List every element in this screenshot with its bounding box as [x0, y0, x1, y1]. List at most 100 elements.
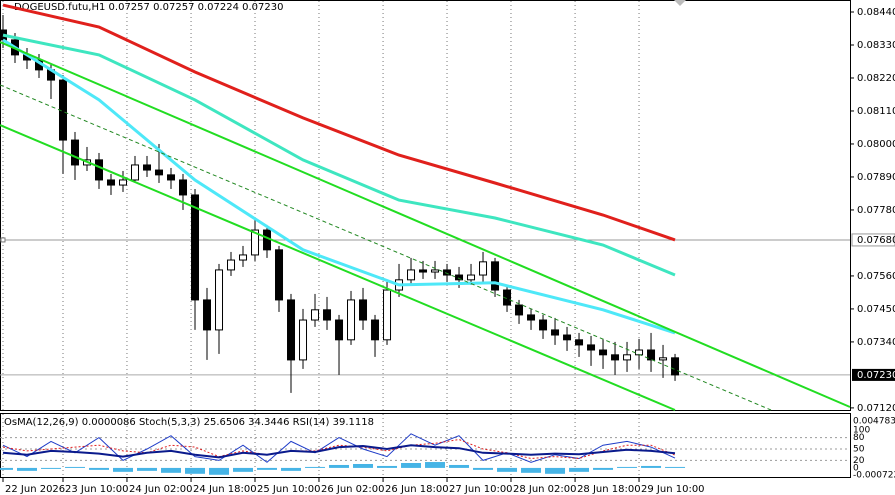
line-series [0, 84, 772, 411]
candle-body [479, 261, 488, 276]
candle-body [227, 259, 236, 271]
candle-body [167, 174, 176, 181]
y-tick-label: 80 [853, 433, 865, 443]
candle-body [143, 164, 152, 171]
osma-bar [473, 467, 494, 470]
osma-bar [281, 467, 302, 471]
candle-body [95, 159, 104, 181]
indicator-label: OsMA(12,26,9) 0.0000086 Stoch(5,3,3) 25.… [4, 417, 374, 428]
y-tick-label: 50 [853, 445, 865, 455]
osma-bar [65, 466, 86, 468]
x-tick-label: 22 Jun 2026 [5, 484, 65, 495]
candle-body [311, 309, 320, 321]
x-tick-label: 28 Jun 18:00 [577, 484, 641, 495]
candle-body [335, 319, 344, 341]
indicator-line [2, 433, 676, 463]
line-handle [0, 237, 6, 243]
candle-body [551, 329, 560, 336]
candle-body [359, 299, 368, 321]
candle-body [71, 139, 80, 166]
x-tick-label: 29 Jun 10:00 [641, 484, 705, 495]
candle-body [659, 357, 668, 361]
osma-bar [449, 464, 470, 468]
y-tick-label: 0.08330 [857, 40, 895, 51]
candle-body [419, 269, 428, 273]
candle-body [191, 194, 200, 301]
osma-bar [0, 467, 14, 470]
candle-body [515, 304, 524, 316]
osma-bar [257, 467, 278, 470]
y-tick-label: 0.08220 [857, 73, 895, 84]
x-tick-label: 28 Jun 02:00 [513, 484, 577, 495]
candle-body [215, 269, 224, 331]
candle-body [371, 319, 380, 341]
osma-bar [41, 467, 62, 469]
x-tick-label: 24 Jun 02:00 [129, 484, 193, 495]
osma-bar [233, 467, 254, 472]
last-price-bg [852, 368, 895, 381]
candle-body [599, 349, 608, 356]
candle-body [239, 254, 248, 261]
candle-body [623, 354, 632, 361]
osma-bar [329, 464, 350, 468]
hline-label: 0.07680 [857, 235, 895, 246]
candle-body [347, 299, 356, 341]
candle-body [539, 319, 548, 331]
x-tick-label: 27 Jun 10:00 [449, 484, 513, 495]
candle-body [575, 339, 584, 346]
y-tick-label: 0.08440 [857, 7, 895, 18]
x-tick-label: 25 Jun 10:00 [257, 484, 321, 495]
osma-bar [89, 467, 110, 470]
indicator-line [2, 444, 676, 459]
candle-body [407, 269, 416, 281]
osma-bar [377, 465, 398, 468]
y-tick-label: 0.07780 [857, 205, 895, 216]
line-series [2, 33, 676, 277]
osma-bar [569, 467, 590, 472]
candle-body [323, 309, 332, 321]
indicator-frame [0, 413, 851, 478]
x-tick-label: 26 Jun 18:00 [385, 484, 449, 495]
candle-body [107, 179, 116, 186]
line-series [0, 124, 676, 411]
line-series [2, 38, 676, 335]
candle-body [251, 229, 260, 256]
osma-bar [641, 465, 662, 468]
y-tick-label: 100 [853, 426, 870, 436]
candle-body [119, 179, 128, 186]
y-tick-label: 0.07890 [857, 172, 895, 183]
candle-body [647, 349, 656, 361]
candle-body [179, 179, 188, 196]
candle-body [203, 299, 212, 331]
y2-tick-label: 0.004783 [853, 417, 895, 427]
candle-body [443, 269, 452, 276]
candle-body [155, 169, 164, 176]
y-tick-label: 20 [853, 456, 865, 466]
osma-bar [497, 467, 518, 472]
x-tick-label: 26 Jun 02:00 [321, 484, 385, 495]
osma-bar [17, 467, 38, 471]
hline-label-bg [851, 233, 895, 247]
osma-bar [161, 467, 182, 473]
candle-body [467, 274, 476, 281]
osma-bar [401, 463, 422, 468]
y-tick-label: 0.08110 [857, 106, 895, 117]
osma-bar [545, 467, 566, 474]
candle-body [131, 164, 140, 181]
osma-bar [209, 467, 230, 475]
candle-body [611, 354, 620, 361]
candle-body [671, 357, 680, 376]
x-tick-label: 23 Jun 10:00 [65, 484, 129, 495]
osma-bar [113, 467, 134, 472]
candle-body [587, 344, 596, 351]
candle-body [455, 274, 464, 281]
main-frame [0, 0, 851, 411]
osma-bar [425, 462, 446, 468]
line-series [2, 3, 676, 242]
indicator-line [2, 438, 676, 460]
y-tick-label: 0.07560 [857, 271, 895, 282]
last-price-label: 0.07230 [857, 370, 895, 381]
osma-bar [617, 466, 638, 468]
candle-body [383, 289, 392, 341]
